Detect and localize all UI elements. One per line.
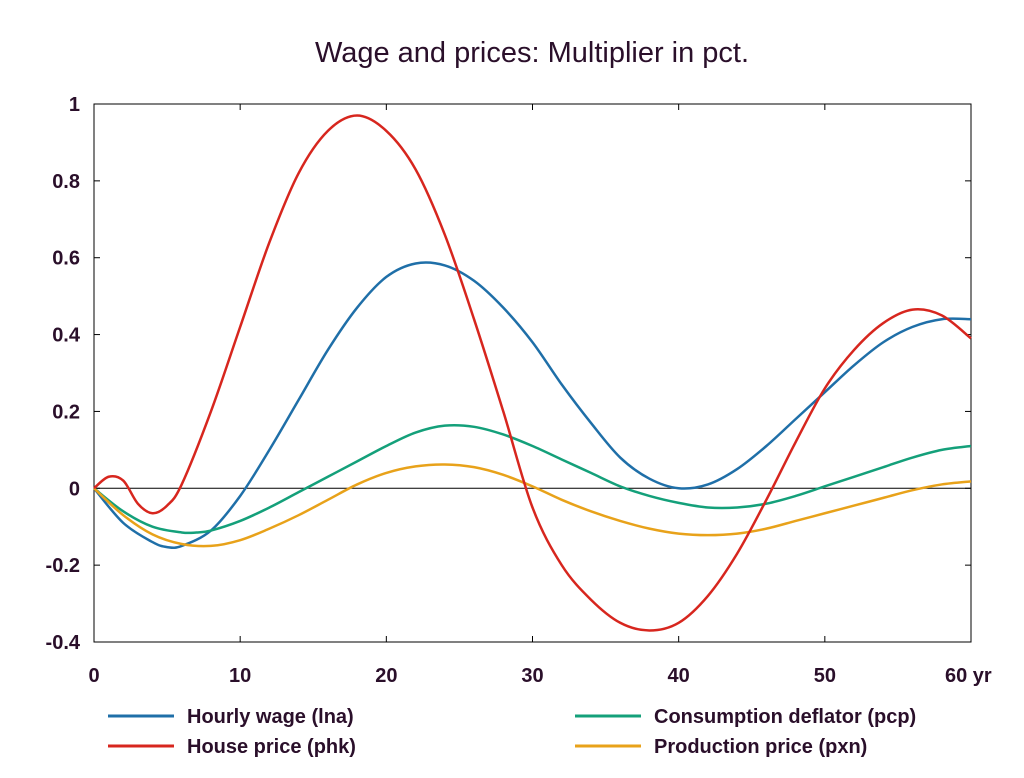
x-tick-label: 30 [521,665,543,687]
legend-label-consumption-deflator-pcp: Consumption deflator (pcp) [654,706,916,728]
series-line-house-price-phk [93,114,972,632]
legend-label-production-price-pxn: Production price (pxn) [654,736,867,758]
y-tick-label: -0.4 [46,632,81,654]
y-tick-label: 0.8 [52,171,80,193]
x-tick-label: 40 [668,665,690,687]
legend-label-house-price-phk: House price (phk) [187,736,356,758]
y-tick-label: 0.6 [52,248,80,270]
y-tick-label: -0.2 [46,555,80,577]
y-tick-label: 0.2 [52,401,80,423]
x-tick-label: 10 [229,665,251,687]
y-tick-label: 0 [69,478,80,500]
plot-area: -0.4-0.200.20.40.60.810 10 20 30 40 50 60 yr [46,94,992,687]
y-tick-label: 1 [69,94,80,116]
y-tick-label: 0.4 [52,325,81,347]
x-tick-label: 50 [814,665,836,687]
legend-label-hourly-wage-lna: Hourly wage (lna) [187,706,354,728]
x-tick-label: 0 [88,665,99,687]
x-tick-label: 60 yr [945,665,992,687]
legend: Hourly wage (lna) House price (phk) Consum… [108,706,916,758]
series-line-production-price-pxn [93,463,972,548]
x-tick-label: 20 [375,665,397,687]
chart-title: Wage and prices: Multiplier in pct. [315,37,749,69]
series-line-consumption-deflator-pcp [93,423,972,535]
